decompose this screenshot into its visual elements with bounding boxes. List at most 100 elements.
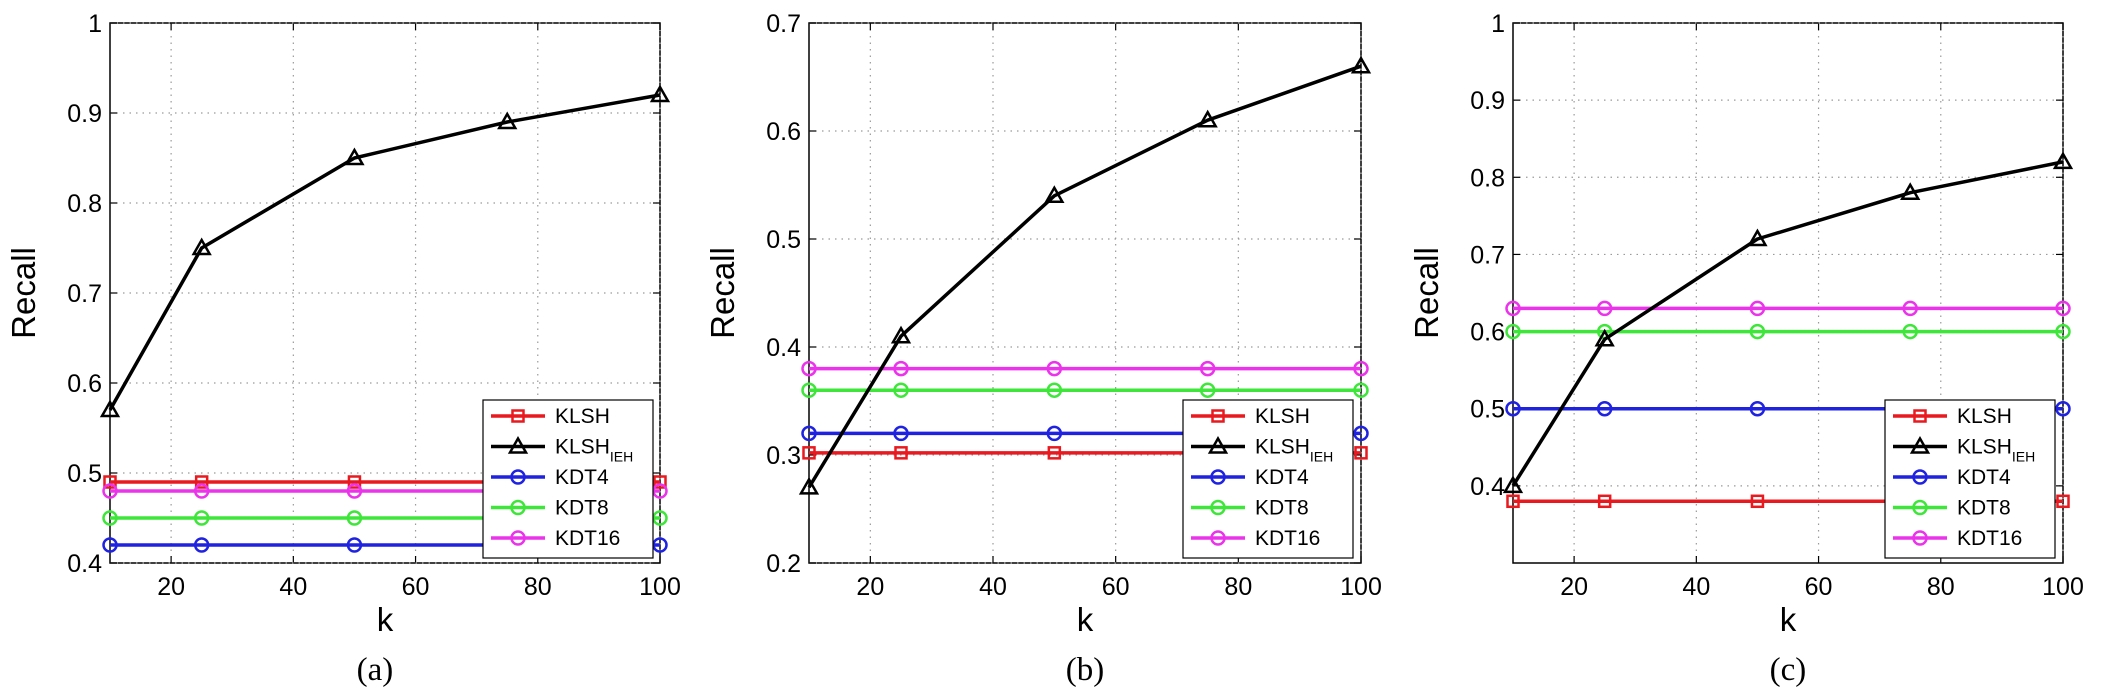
y-axis-label: Recall bbox=[1408, 247, 1445, 339]
data-point-klsh-ieh bbox=[1594, 328, 1615, 347]
data-point-kdt8 bbox=[193, 510, 210, 526]
series-kdt8 bbox=[1505, 323, 2071, 340]
data-point-kdt16 bbox=[346, 483, 363, 499]
y-tick-label: 1 bbox=[88, 10, 102, 38]
data-point-kdt8 bbox=[801, 382, 817, 398]
data-point-kdt16 bbox=[1505, 300, 1521, 317]
data-point-klsh-ieh bbox=[344, 147, 365, 166]
x-tick-label: 40 bbox=[1682, 573, 1710, 601]
data-point-klsh-ieh bbox=[798, 476, 820, 495]
y-tick-label: 0.7 bbox=[766, 10, 801, 38]
series-klsh-ieh bbox=[798, 55, 1372, 495]
data-point-kdt16 bbox=[893, 360, 909, 377]
data-point-kdt4 bbox=[2055, 400, 2071, 417]
data-point-kdt4 bbox=[801, 425, 817, 442]
y-tick-label: 0.9 bbox=[1470, 87, 1505, 115]
y-tick-label: 0.5 bbox=[1470, 396, 1505, 424]
data-point-klsh-ieh bbox=[1502, 475, 1524, 494]
data-point-klsh bbox=[194, 475, 209, 489]
x-tick-label: 100 bbox=[1340, 573, 1382, 601]
legend-marker-kdt8 bbox=[1912, 499, 1928, 516]
legend-label-subscript: IEH bbox=[610, 449, 633, 465]
x-tick-label: 40 bbox=[279, 573, 307, 601]
series-klsh-ieh bbox=[99, 84, 671, 418]
y-tick-label: 0.5 bbox=[67, 460, 102, 488]
data-point-klsh-ieh bbox=[1747, 228, 1768, 247]
series-kdt16 bbox=[1505, 300, 2071, 317]
data-point-klsh bbox=[1047, 446, 1062, 460]
y-tick-label: 0.4 bbox=[1470, 473, 1505, 501]
legend-marker-klsh bbox=[1211, 409, 1225, 423]
legend-label-name: KDT4 bbox=[1957, 466, 2011, 489]
series-line-klsh-ieh bbox=[807, 64, 1362, 489]
x-axis-label: k bbox=[1077, 601, 1094, 638]
data-point-kdt8 bbox=[102, 510, 118, 526]
x-tick-label: 20 bbox=[157, 573, 185, 601]
legend-label-klsh-ieh: KLSHIEH bbox=[1957, 436, 2035, 465]
panel-label: (b) bbox=[1066, 652, 1104, 688]
data-point-kdt4 bbox=[193, 537, 210, 553]
legend-label-name: KDT4 bbox=[555, 466, 609, 489]
x-tick-label: 80 bbox=[1927, 573, 1955, 601]
legend-label-name: KLSH bbox=[1957, 405, 2012, 428]
x-axis-label: k bbox=[1780, 601, 1797, 638]
legend-marker-kdt4 bbox=[1912, 469, 1928, 485]
series-klsh-ieh bbox=[1502, 151, 2074, 494]
data-point-kdt16 bbox=[1046, 360, 1063, 377]
x-tick-label: 60 bbox=[1102, 573, 1130, 601]
x-tick-label: 40 bbox=[979, 573, 1007, 601]
chart-panel-2: 20 40 60 80 100 0.2 0.3 0.4 0.5 0.6 0.7 k Recall (b) K… bbox=[704, 10, 1382, 688]
legend-label-name: KLSH bbox=[1255, 405, 1310, 428]
legend-marker-kdt16 bbox=[510, 530, 526, 546]
legend-label-name: KLSH bbox=[1255, 436, 1310, 459]
legend-marker-kdt16 bbox=[1210, 530, 1226, 546]
data-point-kdt4 bbox=[346, 537, 363, 553]
legend-label-kdt16: KDT16 bbox=[1957, 527, 2022, 550]
y-tick-label: 0.9 bbox=[67, 100, 102, 128]
data-point-klsh-ieh bbox=[890, 325, 912, 344]
legend-marker-klsh-ieh bbox=[1909, 435, 1931, 454]
data-point-kdt8 bbox=[1046, 382, 1063, 398]
data-point-kdt4 bbox=[102, 537, 118, 553]
data-point-kdt16 bbox=[1902, 300, 1918, 317]
legend-label-name: KDT8 bbox=[1255, 497, 1309, 520]
data-point-klsh-ieh bbox=[649, 84, 671, 103]
y-tick-label: 0.4 bbox=[67, 550, 102, 578]
legend-label-name: KDT4 bbox=[1255, 466, 1309, 489]
legend-label-klsh-ieh: KLSHIEH bbox=[1255, 436, 1333, 465]
legend-marker-kdt16 bbox=[1912, 530, 1928, 546]
legend-marker-kdt8 bbox=[510, 499, 526, 516]
legend-label-klsh-ieh: KLSHIEH bbox=[555, 436, 633, 465]
y-tick-label: 0.6 bbox=[766, 118, 801, 146]
x-tick-label: 100 bbox=[639, 573, 681, 601]
data-point-klsh-ieh bbox=[2052, 151, 2074, 170]
legend-label-subscript: IEH bbox=[2012, 449, 2035, 465]
legend-label-name: KLSH bbox=[555, 405, 610, 428]
chart-panel-1: 20 40 60 80 100 0.4 0.5 0.6 0.7 0.8 0.9 1 k Recall (a)… bbox=[5, 10, 681, 688]
data-point-kdt16 bbox=[102, 483, 118, 499]
panel-label: (c) bbox=[1770, 652, 1807, 688]
data-point-kdt4 bbox=[1749, 400, 1766, 417]
legend-label-kdt4: KDT4 bbox=[1255, 466, 1309, 489]
legend-label-klsh: KLSH bbox=[1957, 405, 2012, 428]
data-point-klsh bbox=[347, 475, 362, 489]
data-point-kdt8 bbox=[1199, 382, 1216, 398]
data-point-klsh-ieh bbox=[1900, 182, 1921, 200]
data-point-kdt8 bbox=[2055, 323, 2071, 340]
legend-marker-klsh-ieh bbox=[1207, 435, 1229, 454]
data-point-kdt8 bbox=[346, 510, 363, 526]
y-tick-label: 0.6 bbox=[67, 370, 102, 398]
data-point-klsh bbox=[653, 475, 667, 489]
data-point-kdt16 bbox=[1199, 360, 1216, 377]
legend-label-name: KDT8 bbox=[1957, 497, 2011, 520]
data-point-klsh bbox=[1750, 494, 1765, 509]
data-point-kdt4 bbox=[1353, 425, 1369, 442]
data-point-kdt4 bbox=[1505, 400, 1521, 417]
data-point-klsh-ieh bbox=[99, 399, 121, 418]
y-axis-label: Recall bbox=[5, 247, 42, 339]
data-point-kdt4 bbox=[893, 425, 909, 442]
y-tick-label: 0.8 bbox=[1470, 164, 1505, 192]
